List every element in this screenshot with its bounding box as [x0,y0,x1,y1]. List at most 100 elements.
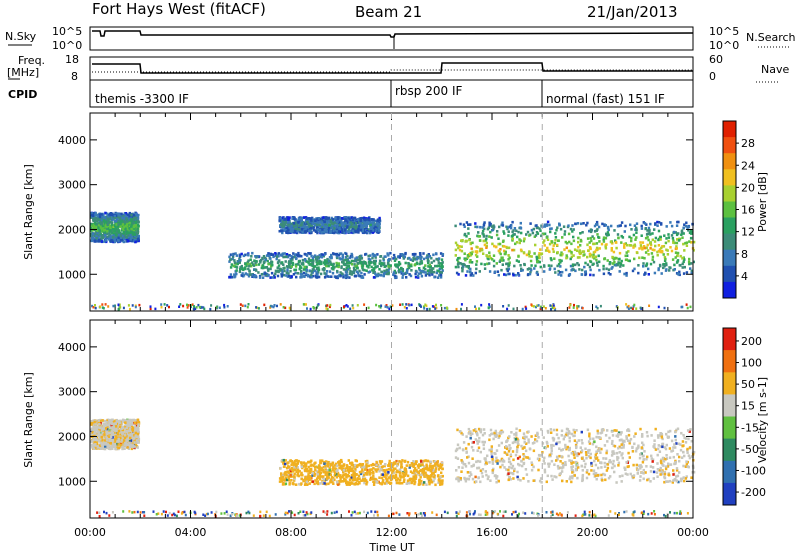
power-cell [223,306,226,309]
power-cell [294,268,298,272]
power-cell [359,217,363,220]
power-cell [565,256,568,260]
velocity-cell [130,439,133,442]
power-cell [656,250,659,254]
velocity-cell [406,460,410,464]
velocity-cell [111,432,115,435]
velocity-cell [136,432,140,436]
power-cell [149,305,152,308]
power-cell [235,272,238,276]
power-cell [338,221,341,224]
velocity-cell [409,470,413,473]
power-cell [456,243,459,247]
power-cell [623,230,626,233]
power-cell [130,238,134,242]
velocity-cell [124,433,127,437]
power-cell [121,228,124,232]
power-cell [343,216,346,219]
power-cell [333,231,336,235]
power-cell [91,228,95,232]
power-cell [682,272,686,275]
power-cell [303,224,307,228]
power-cell [637,264,640,267]
power-cell [343,231,346,235]
power-cell [560,274,563,277]
power-cell [186,303,188,307]
power-cell [241,267,244,270]
velocity-cell [379,482,382,485]
power-cell [475,263,478,266]
power-cell [235,269,238,272]
power-cell [454,241,458,245]
power-cell [360,275,364,278]
station-title: Fort Hays West (fitACF) [92,0,266,18]
velocity-cell [102,425,105,428]
power-cell [269,252,273,256]
power-cell [656,224,659,227]
velocity-cell [114,444,117,447]
power-cell [348,225,352,228]
power-cell [107,305,110,308]
velocity-cell [124,423,128,426]
power-cell [535,271,538,275]
power-cell [359,219,362,223]
power-cell [108,214,111,217]
power-cell [330,220,333,224]
velocity-cell [321,459,324,462]
power-cell [306,274,310,278]
power-cell [352,227,355,231]
power-cell [531,231,535,235]
ytick-label: 2000 [58,223,86,236]
power-cell [327,264,330,268]
power-cell [346,217,350,220]
power-cell [488,221,491,225]
power-cell [543,232,547,236]
power-cell [134,217,137,220]
velocity-cell [126,446,129,449]
power-cell [633,224,637,227]
power-cell [361,227,364,231]
power-cell [378,219,381,222]
power-cell [267,252,270,255]
power-cell [273,304,276,307]
power-cell [320,231,323,235]
power-cell [348,230,351,234]
power-cell [469,270,472,274]
power-cell [503,232,506,235]
velocity-cell [97,439,101,443]
power-cell [538,260,541,264]
power-cell [457,246,460,250]
power-cell [236,261,239,264]
power-cell [321,218,325,222]
power-cell [553,242,557,245]
power-cell [316,217,319,221]
power-cell [595,242,599,245]
power-cell [98,221,101,225]
power-cell [568,273,572,276]
power-cell [363,273,366,276]
velocity-cell [133,436,137,440]
power-cell [387,265,390,268]
power-cell [375,223,378,226]
power-cell [653,248,656,252]
power-cell [281,220,285,223]
power-cell [591,235,594,238]
power-cell [328,223,332,227]
power-cell [493,244,496,248]
power-cell [520,269,523,272]
power-cell [326,275,329,278]
power-cell [500,259,503,262]
power-cell [332,265,335,268]
power-cell [467,227,470,230]
power-cell [129,307,131,311]
power-cell [683,265,686,269]
power-cell [569,303,572,307]
power-cell [480,262,483,266]
power-cell [349,222,352,225]
power-cell [357,258,360,262]
power-cell [137,223,140,226]
power-cell [476,234,479,238]
power-cell [589,230,593,234]
power-cell [572,239,576,243]
power-cell [622,264,625,267]
